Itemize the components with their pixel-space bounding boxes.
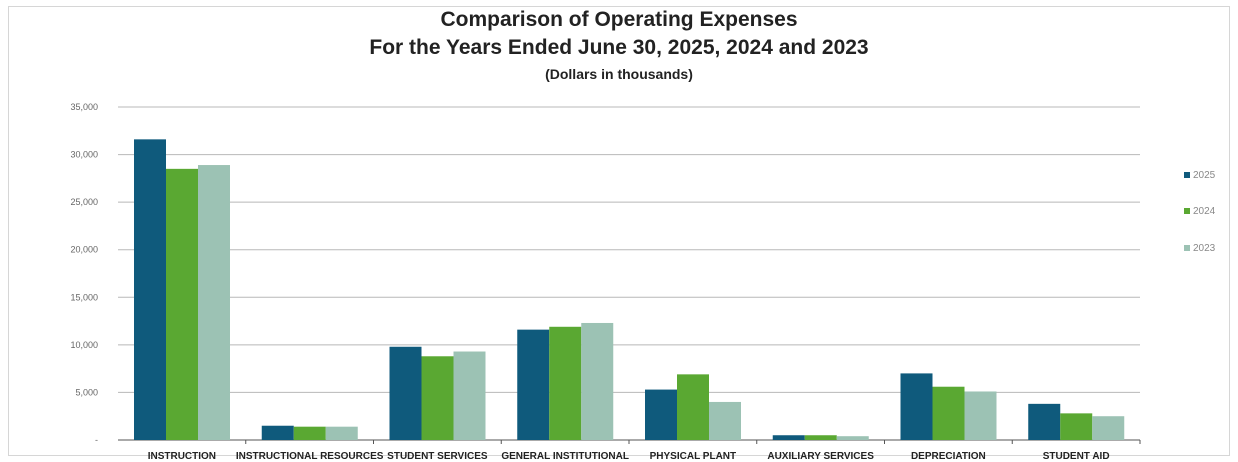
bar-2024 <box>677 374 709 440</box>
bar-2025 <box>1028 403 1061 440</box>
legend-label-2023: 2023 <box>1193 243 1216 254</box>
legend-label-2025: 2025 <box>1193 170 1216 181</box>
legend-swatch-2025 <box>1184 172 1190 178</box>
bar-2023 <box>581 322 614 440</box>
bar-2023 <box>198 165 230 440</box>
x-category-label: INSTRUCTION <box>148 451 216 462</box>
chart-subtitle: (Dollars in thousands) <box>545 66 693 82</box>
x-category-label: GENERAL INSTITUTIONAL <box>501 451 629 462</box>
bar-2025 <box>389 346 422 440</box>
bar-2024 <box>166 168 198 441</box>
bar-2024 <box>1060 413 1093 440</box>
bar-2024 <box>549 326 582 440</box>
x-category-label: PHYSICAL PLANT <box>650 451 737 462</box>
bar-2024 <box>421 356 454 440</box>
bar-2025 <box>772 435 805 440</box>
bar-2024 <box>293 426 326 440</box>
y-tick-label: - <box>95 435 98 445</box>
x-category-label: STUDENT SERVICES <box>387 451 488 462</box>
bar-2025 <box>134 139 166 440</box>
y-tick-label: 25,000 <box>70 197 98 207</box>
bar-2023 <box>709 401 741 440</box>
bar-2025 <box>261 425 294 440</box>
chart-title-block: Comparison of Operating Expenses For the… <box>0 6 1238 84</box>
bar-2024 <box>804 435 837 440</box>
legend-swatch-2023 <box>1184 245 1190 251</box>
bar-2025 <box>517 329 550 440</box>
legend-swatch-2024 <box>1184 208 1190 214</box>
bar-2025 <box>645 389 677 440</box>
chart-title-line-1: Comparison of Operating Expenses <box>440 8 798 31</box>
y-tick-label: 15,000 <box>70 292 98 302</box>
y-tick-label: 20,000 <box>70 245 98 255</box>
y-tick-label: 30,000 <box>70 150 98 160</box>
chart-title-line-2: For the Years Ended June 30, 2025, 2024 … <box>369 36 869 59</box>
bar-2023 <box>325 426 358 440</box>
bar-2024 <box>932 386 965 440</box>
x-category-label: STUDENT AID <box>1043 451 1110 462</box>
legend-label-2024: 2024 <box>1193 206 1216 217</box>
x-category-label: DEPRECIATION <box>911 451 986 462</box>
bar-2023 <box>836 436 869 440</box>
bar-2025 <box>900 373 933 440</box>
x-category-label: AUXILIARY SERVICES <box>767 451 874 462</box>
y-tick-label: 35,000 <box>70 102 98 112</box>
y-tick-label: 5,000 <box>75 387 98 397</box>
x-category-label: INSTRUCTIONAL RESOURCES <box>236 451 384 462</box>
bar-2023 <box>964 391 997 440</box>
bar-2023 <box>1092 416 1125 440</box>
y-tick-label: 10,000 <box>70 340 98 350</box>
bar-2023 <box>453 351 486 440</box>
